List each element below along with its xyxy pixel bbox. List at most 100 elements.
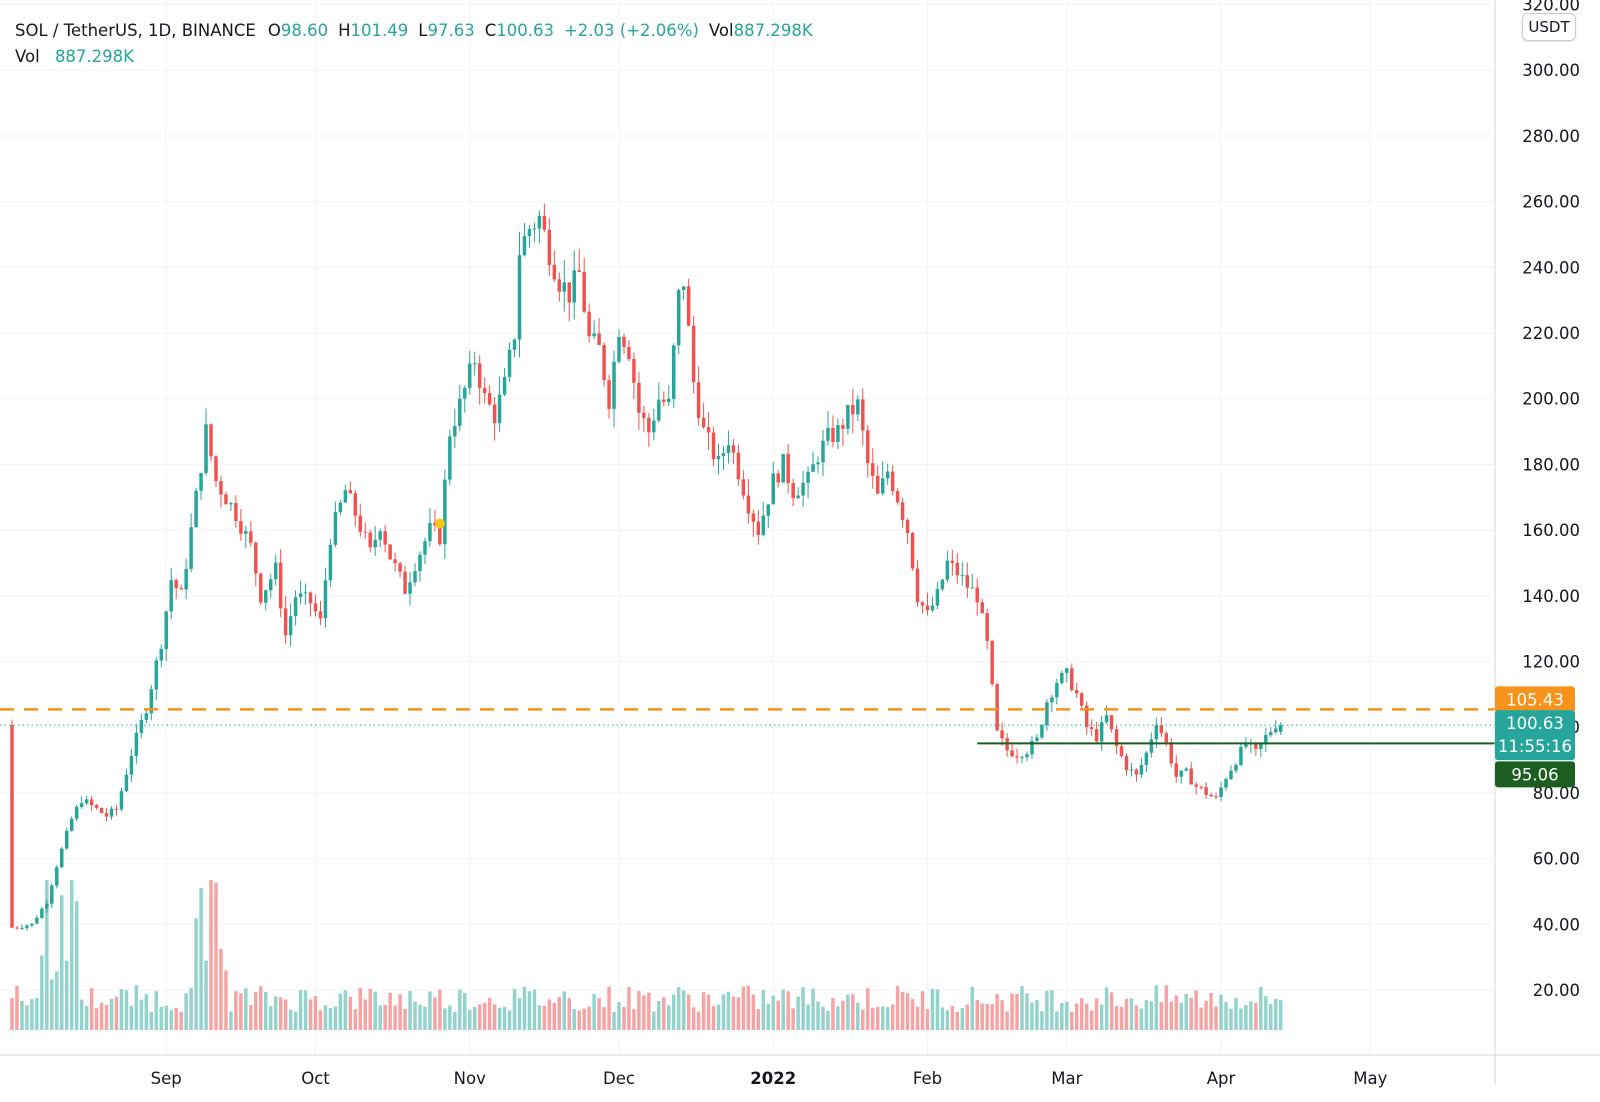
candle-body <box>1164 733 1169 743</box>
candlestick-series <box>10 203 1283 931</box>
volume-bar <box>55 971 59 1030</box>
volume-bar <box>681 990 686 1030</box>
volume-bar <box>418 1004 422 1030</box>
candle-body <box>816 462 820 465</box>
volume-bar <box>716 1004 721 1030</box>
candle-body <box>154 660 159 690</box>
volume-bar <box>731 996 736 1030</box>
volume-bar <box>980 1003 984 1030</box>
currency-unit-button[interactable]: USDT <box>1522 13 1576 41</box>
volume-bars <box>10 880 1283 1030</box>
last-price-tag[interactable]: 100.63 11:55:16 <box>1495 710 1575 761</box>
open-label: O <box>267 21 281 40</box>
candle-body <box>25 925 29 928</box>
candle-body <box>995 684 999 731</box>
candle-body <box>731 445 736 453</box>
volume-bar <box>592 994 596 1030</box>
candle-body <box>547 229 552 265</box>
symbol-legend: SOL / TetherUS, 1D, BINANCE O98.60 H101.49… <box>15 18 823 70</box>
candle-body <box>418 554 422 572</box>
volume-bar <box>239 993 243 1030</box>
volume-bar <box>527 991 532 1030</box>
candle-body <box>129 755 134 775</box>
volume-bar <box>89 988 94 1030</box>
time-tick-label: 2022 <box>750 1069 796 1088</box>
volume-bar <box>836 1006 840 1030</box>
volume-bar <box>278 997 283 1030</box>
volume-bar <box>373 991 377 1030</box>
candle-body <box>557 279 562 292</box>
candle-body <box>114 808 119 810</box>
resistance-price-tag[interactable]: 105.43 <box>1495 686 1575 713</box>
volume-bar <box>293 1011 298 1030</box>
volume-bar <box>1065 1001 1069 1030</box>
volume-bar <box>612 1011 616 1030</box>
candle-body <box>55 867 59 886</box>
price-tick-label: 280.00 <box>1522 127 1580 146</box>
price-axis[interactable]: 20.0040.0060.0080.00100.00120.00140.0016… <box>1494 0 1580 1085</box>
candle-body <box>960 575 965 577</box>
candle-body <box>318 611 323 619</box>
volume-bar <box>667 1005 671 1030</box>
candle-body <box>443 479 447 545</box>
candle-body <box>875 475 880 494</box>
volume-bar <box>189 988 193 1030</box>
time-axis[interactable]: Sep Oct Nov Dec 2022 Feb Mar Apr May <box>0 1054 1600 1088</box>
volume-bar <box>184 993 188 1030</box>
candle-body <box>756 521 761 535</box>
volume-bar <box>686 994 691 1030</box>
volume-bar <box>313 995 318 1030</box>
volume-bar <box>338 993 343 1030</box>
volume-bar <box>582 1008 586 1030</box>
candle-body <box>582 271 586 312</box>
volume-bar <box>229 1011 233 1030</box>
candle-body <box>950 560 955 563</box>
candle-body <box>229 503 233 505</box>
candle-body <box>234 503 238 522</box>
volume-bar <box>408 991 412 1030</box>
volume-bar <box>1109 992 1114 1030</box>
candle-body <box>955 562 960 576</box>
volume-bar <box>45 880 49 1030</box>
candle-body <box>851 405 855 415</box>
candle-body <box>1075 690 1079 694</box>
candle-body <box>1094 729 1099 742</box>
volume-bar <box>597 998 601 1030</box>
candle-body <box>846 405 850 429</box>
time-tick-label: Sep <box>151 1069 182 1088</box>
candle-body <box>900 502 905 520</box>
volume-bar <box>1229 1008 1233 1030</box>
volume-bar <box>1045 990 1049 1030</box>
volume-bar <box>363 999 367 1030</box>
time-tick-label: Mar <box>1051 1069 1082 1088</box>
volume-bar <box>796 996 800 1030</box>
volume-bar <box>512 988 517 1030</box>
volume-bar <box>169 1010 173 1030</box>
volume-bar <box>114 996 119 1030</box>
candle-body <box>716 455 721 460</box>
time-tick-label: Apr <box>1207 1069 1236 1088</box>
volume-bar <box>1149 1001 1154 1030</box>
volume-bar <box>821 1006 825 1030</box>
candle-body <box>1264 735 1268 744</box>
volume-bar <box>1194 990 1198 1030</box>
support-price-tag[interactable]: 95.06 <box>1495 761 1575 788</box>
candle-body <box>567 282 571 303</box>
volume-bar <box>1164 985 1169 1030</box>
candle-body <box>940 579 945 590</box>
candle-body <box>671 345 676 399</box>
event-marker[interactable] <box>434 518 445 529</box>
candle-body <box>895 491 900 503</box>
candle-body <box>696 382 701 418</box>
candle-body <box>985 613 989 641</box>
symbol-title[interactable]: SOL / TetherUS, 1D, BINANCE <box>15 21 256 40</box>
candle-body <box>686 286 691 326</box>
volume-bar <box>637 991 641 1030</box>
candle-body <box>667 398 671 403</box>
candle-body <box>144 713 149 720</box>
candle-body <box>497 394 502 424</box>
volume-bar <box>50 979 54 1030</box>
candle-body <box>736 452 741 480</box>
volume-bar <box>482 1002 487 1030</box>
